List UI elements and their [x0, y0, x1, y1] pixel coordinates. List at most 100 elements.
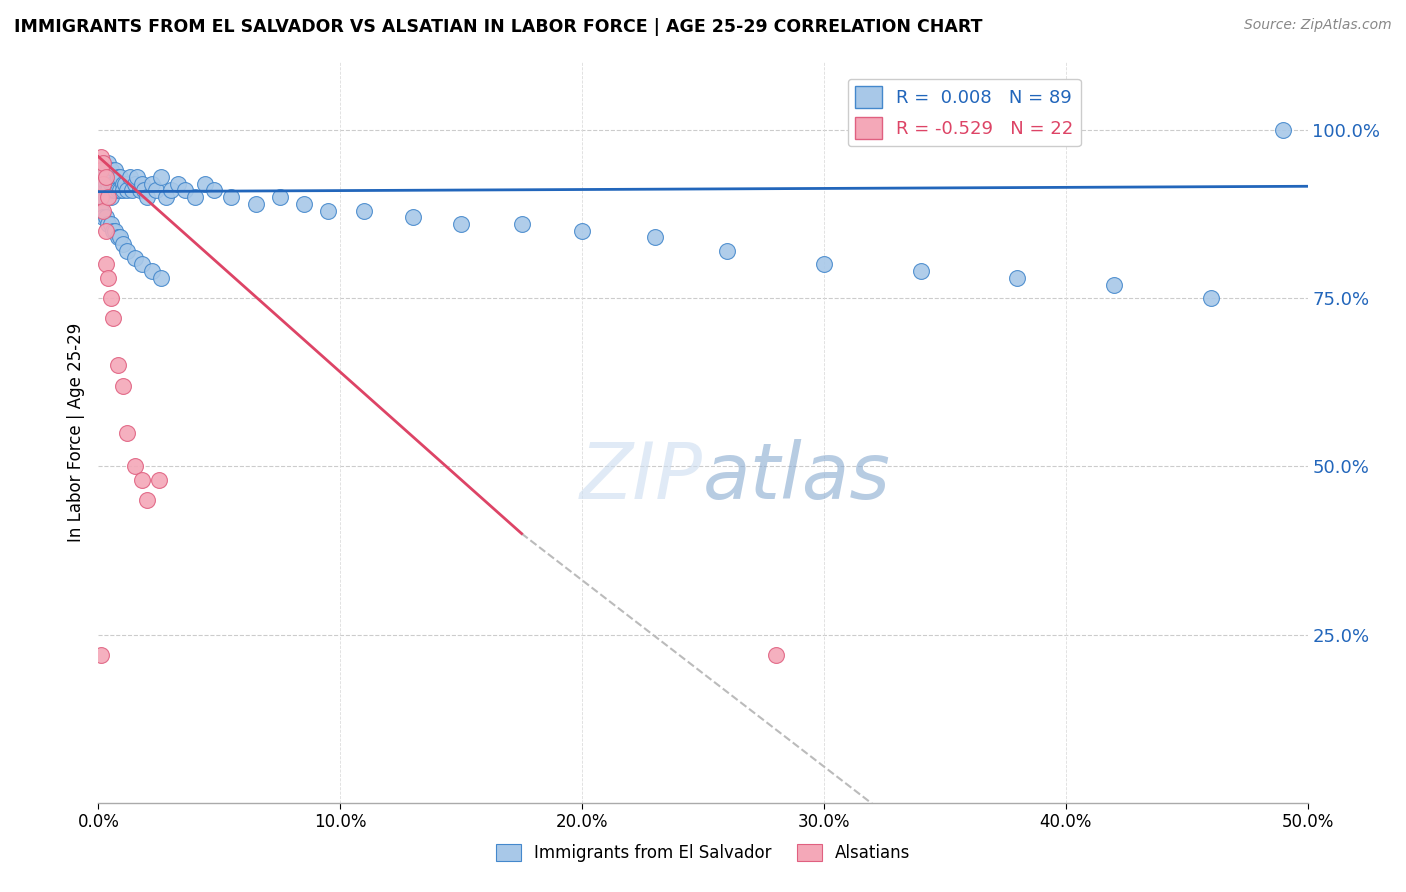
Point [90, 648, 112, 662]
Point [450, 217, 472, 231]
Point [135, 492, 157, 507]
Point [194, 177, 217, 191]
Point [91, 183, 114, 197]
Point [90, 190, 112, 204]
Point [104, 224, 127, 238]
Point [100, 177, 122, 191]
Point [97, 177, 120, 191]
Point [117, 183, 139, 197]
Point [108, 183, 131, 197]
Point [104, 177, 127, 191]
Point [107, 169, 129, 184]
Point [107, 183, 129, 197]
Point [135, 190, 157, 204]
Point [117, 425, 139, 440]
Point [174, 183, 197, 197]
Point [510, 217, 533, 231]
Point [167, 177, 190, 191]
Point [204, 183, 226, 197]
Point [107, 359, 129, 373]
Point [716, 244, 738, 258]
Point [127, 169, 149, 184]
Point [117, 244, 139, 258]
Point [94, 224, 117, 238]
Point [111, 177, 134, 191]
Point [100, 291, 122, 305]
Point [145, 183, 167, 197]
Point [141, 264, 163, 278]
Legend: Immigrants from El Salvador, Alsatians: Immigrants from El Salvador, Alsatians [489, 837, 917, 869]
Point [100, 163, 122, 178]
Point [91, 203, 114, 218]
Point [1272, 122, 1295, 136]
Point [94, 163, 117, 178]
Point [91, 156, 114, 170]
Point [90, 163, 112, 178]
Point [90, 203, 112, 218]
Point [90, 196, 112, 211]
Point [111, 237, 134, 252]
Point [644, 230, 666, 244]
Point [91, 156, 114, 170]
Point [245, 196, 267, 211]
Point [111, 378, 134, 392]
Point [141, 177, 163, 191]
Point [94, 183, 117, 197]
Point [97, 156, 120, 170]
Point [114, 177, 136, 191]
Point [155, 190, 177, 204]
Point [90, 183, 112, 197]
Point [100, 190, 122, 204]
Point [148, 473, 170, 487]
Point [90, 177, 112, 191]
Point [91, 190, 114, 204]
Point [131, 177, 153, 191]
Point [128, 183, 150, 197]
Point [97, 270, 120, 285]
Point [94, 257, 117, 271]
Point [813, 257, 835, 271]
Point [108, 230, 131, 244]
Point [101, 224, 124, 238]
Point [131, 257, 153, 271]
Point [97, 190, 120, 204]
Point [160, 183, 183, 197]
Point [90, 169, 112, 184]
Point [91, 177, 114, 191]
Point [94, 169, 117, 184]
Text: Source: ZipAtlas.com: Source: ZipAtlas.com [1244, 18, 1392, 32]
Point [353, 203, 375, 218]
Point [91, 169, 114, 184]
Point [94, 211, 117, 225]
Point [111, 183, 134, 197]
Point [94, 177, 117, 191]
Point [184, 190, 207, 204]
Point [91, 177, 114, 191]
Point [101, 169, 124, 184]
Y-axis label: In Labor Force | Age 25-29: In Labor Force | Age 25-29 [66, 323, 84, 542]
Point [118, 169, 141, 184]
Point [269, 190, 291, 204]
Point [101, 183, 124, 197]
Point [1007, 270, 1029, 285]
Point [107, 230, 129, 244]
Point [221, 190, 243, 204]
Point [91, 211, 114, 225]
Point [94, 169, 117, 184]
Point [100, 217, 122, 231]
Point [765, 648, 787, 662]
Point [124, 459, 146, 474]
Point [124, 177, 146, 191]
Point [90, 190, 112, 204]
Point [101, 177, 124, 191]
Point [910, 264, 932, 278]
Point [402, 211, 425, 225]
Point [150, 169, 173, 184]
Point [1199, 291, 1222, 305]
Point [131, 473, 153, 487]
Point [100, 169, 122, 184]
Point [150, 270, 173, 285]
Point [101, 311, 124, 326]
Point [91, 163, 114, 178]
Text: ZIP: ZIP [581, 439, 703, 515]
